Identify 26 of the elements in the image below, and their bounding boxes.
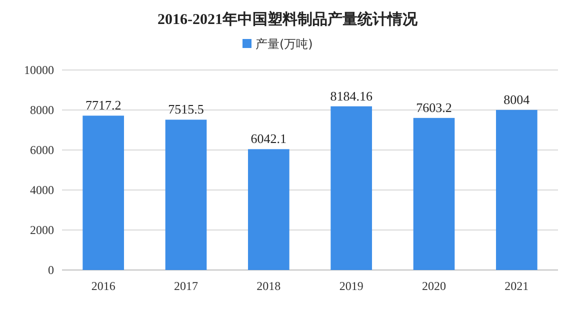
bar [330,106,372,270]
x-tick-label: 2017 [174,279,198,293]
x-tick-label: 2020 [422,279,446,293]
data-label: 7603.2 [416,100,452,115]
data-label: 7717.2 [85,98,122,113]
y-tick-label: 4000 [30,183,54,197]
data-label: 6042.1 [250,131,287,146]
x-tick-label: 2019 [339,279,364,293]
y-tick-label: 6000 [30,143,54,157]
chart-title: 2016-2021年中国塑料制品产量统计情况 [158,10,418,28]
bar [413,118,455,270]
data-label: 8004 [504,92,530,107]
data-label: 7515.5 [168,102,204,117]
y-tick-label: 0 [48,263,54,277]
y-tick-label: 8000 [30,103,54,117]
y-tick-label: 10000 [24,63,54,77]
bar [248,149,290,270]
bar [82,116,124,270]
x-tick-label: 2021 [504,279,529,293]
legend-label: 产量(万吨) [256,37,313,51]
bar [165,120,207,270]
x-tick-label: 2018 [256,279,281,293]
data-label: 8184.16 [330,88,373,104]
bar [496,110,538,270]
y-tick-label: 2000 [30,223,54,237]
x-tick-label: 2016 [91,279,116,293]
